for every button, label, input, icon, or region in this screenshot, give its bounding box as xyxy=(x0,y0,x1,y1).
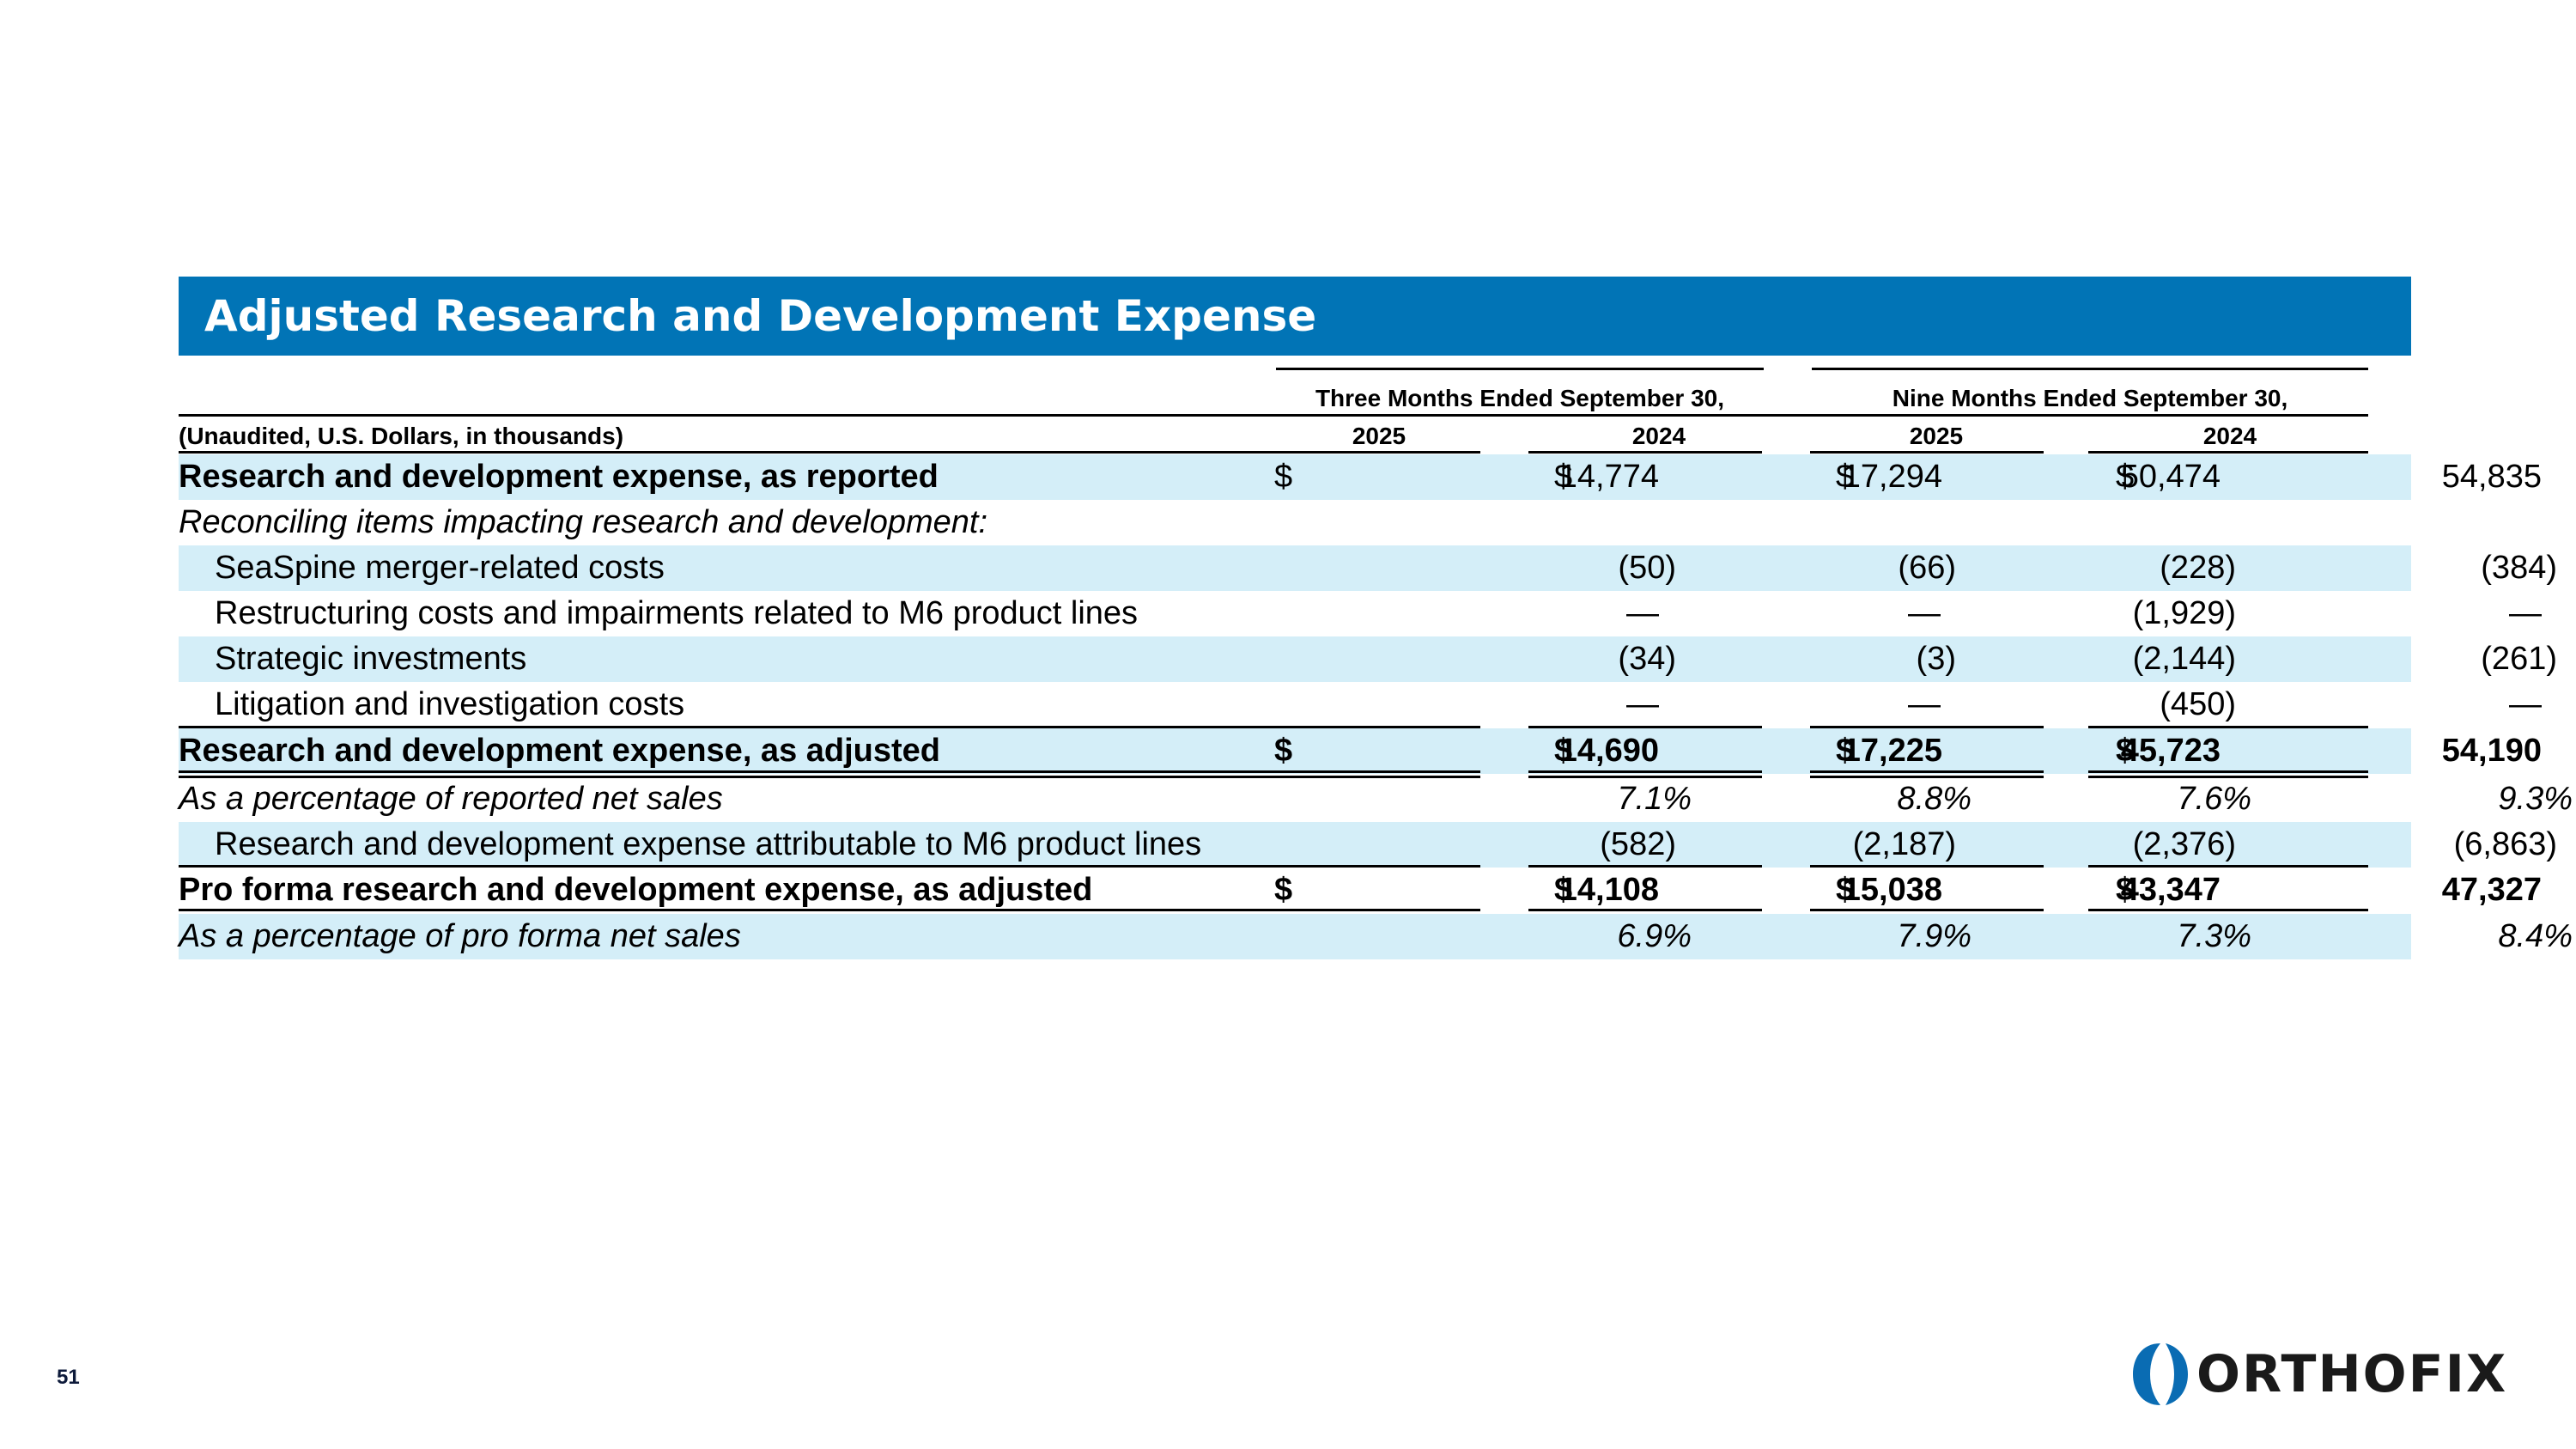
header-top-rule xyxy=(179,414,1274,417)
cell: $17,294 xyxy=(1554,459,1942,495)
subtotal-rule xyxy=(1528,726,1762,728)
logo-text: ORTHOFIX xyxy=(2196,1344,2508,1404)
unit-note: (Unaudited, U.S. Dollars, in thousands) xyxy=(179,423,624,449)
cell: 6.9% xyxy=(1617,918,1692,954)
row-label: Pro forma research and development expen… xyxy=(179,872,1093,908)
cell: — xyxy=(1908,686,1941,722)
subtotal-rule xyxy=(2088,726,2368,728)
header-top-rule-mid xyxy=(1274,414,1812,417)
cell: (3) xyxy=(1916,641,1956,677)
cell: (582) xyxy=(1600,826,1676,862)
cell: $15,038 xyxy=(1554,872,1942,908)
table-row-pct-reported: As a percentage of reported net sales 7.… xyxy=(179,776,2573,822)
group-line-nine-months xyxy=(1812,368,2368,370)
row-label: Strategic investments xyxy=(215,641,527,677)
cell: $45,723 xyxy=(1836,733,2221,769)
table-row-pro-forma: Pro forma research and development expen… xyxy=(179,868,2542,913)
cell: (50) xyxy=(1618,550,1676,586)
cell: $54,835 xyxy=(2116,459,2542,495)
subtotal-rule xyxy=(2088,865,2368,868)
cell: (2,187) xyxy=(1852,826,1956,862)
header-bottom-rule-4 xyxy=(2088,451,2368,454)
subtotal-rule xyxy=(1810,865,2044,868)
orthofix-logo-icon xyxy=(2133,1343,2188,1405)
subtotal-rule xyxy=(179,726,1480,728)
header-top-rule-right xyxy=(1812,414,2368,417)
cell: 7.1% xyxy=(1617,781,1692,817)
cell: $50,474 xyxy=(1836,459,2221,495)
cell: $14,690 xyxy=(1274,733,1659,769)
cell: — xyxy=(1908,595,1941,631)
row-label: Restructuring costs and impairments rela… xyxy=(215,595,1139,631)
table-row-pct-pro-forma: As a percentage of pro forma net sales 6… xyxy=(179,914,2573,959)
group-line-three-months xyxy=(1276,368,1764,370)
row-label: As a percentage of pro forma net sales xyxy=(179,918,741,954)
year-col-1: 2025 xyxy=(1352,423,1406,449)
cell: (384) xyxy=(2481,550,2557,586)
cell: 7.6% xyxy=(2177,781,2251,817)
row-label: Reconciling items impacting research and… xyxy=(179,504,988,540)
table-row-m6-attributable: Research and development expense attribu… xyxy=(179,822,2557,868)
year-col-2: 2024 xyxy=(1631,423,1686,449)
cell: (66) xyxy=(1898,550,1956,586)
page-number: 51 xyxy=(57,1366,80,1389)
orthofix-logo: ORTHOFIX xyxy=(2129,1340,2533,1409)
cell: 7.9% xyxy=(1897,918,1971,954)
page-title: Adjusted Research and Development Expens… xyxy=(204,291,1317,341)
cell: — xyxy=(1626,686,1659,722)
table-row-strategic: Strategic investments (34) (3) (2,144) (… xyxy=(179,636,2557,682)
title-bar: Adjusted Research and Development Expens… xyxy=(179,277,2411,356)
total-double-rule xyxy=(2088,770,2368,778)
header-bottom-rule-3 xyxy=(1810,451,2044,454)
cell: $14,774 xyxy=(1274,459,1659,495)
header-bottom-rule xyxy=(179,451,1480,454)
cell: 8.4% xyxy=(2498,918,2573,954)
cell: $17,225 xyxy=(1554,733,1942,769)
cell: (228) xyxy=(2160,550,2236,586)
cell: 7.3% xyxy=(2177,918,2251,954)
row-label: Research and development expense attribu… xyxy=(215,826,1202,862)
cell: (2,144) xyxy=(2132,641,2236,677)
row-label: SeaSpine merger-related costs xyxy=(215,550,665,586)
cell: — xyxy=(1626,595,1659,631)
cell: (261) xyxy=(2481,641,2557,677)
year-col-3: 2025 xyxy=(1909,423,1964,449)
year-col-4: 2024 xyxy=(2202,423,2257,449)
cell: (34) xyxy=(1618,641,1676,677)
cell: (450) xyxy=(2160,686,2236,722)
cell: $14,108 xyxy=(1274,872,1659,908)
table-row-reported: Research and development expense, as rep… xyxy=(179,454,2542,500)
table-row-adjusted: Research and development expense, as adj… xyxy=(179,728,2542,774)
row-label: Litigation and investigation costs xyxy=(215,686,685,722)
cell: (1,929) xyxy=(2132,595,2236,631)
subtotal-rule xyxy=(1528,865,1762,868)
row-label: Research and development expense, as rep… xyxy=(179,459,939,495)
cell: $43,347 xyxy=(1836,872,2221,908)
cell: — xyxy=(2509,595,2542,631)
row-label: Research and development expense, as adj… xyxy=(179,733,941,769)
header-bottom-rule-2 xyxy=(1528,451,1762,454)
cell: $47,327 xyxy=(2116,872,2542,908)
group-label-nine-months: Nine Months Ended September 30, xyxy=(1892,385,2288,411)
total-double-rule xyxy=(179,770,1480,778)
table-row-seaspine: SeaSpine merger-related costs (50) (66) … xyxy=(179,545,2557,591)
row-label: As a percentage of reported net sales xyxy=(179,781,723,817)
cell: (6,863) xyxy=(2453,826,2557,862)
table-row-litigation: Litigation and investigation costs — — (… xyxy=(179,682,2542,728)
cell: — xyxy=(2509,686,2542,722)
cell: 8.8% xyxy=(1897,781,1971,817)
table-row-reconciling-header: Reconciling items impacting research and… xyxy=(179,500,2411,545)
cell: (2,376) xyxy=(2132,826,2236,862)
subtotal-rule xyxy=(1810,726,2044,728)
group-label-three-months: Three Months Ended September 30, xyxy=(1315,385,1725,411)
total-double-rule xyxy=(1528,770,1762,778)
cell: 9.3% xyxy=(2498,781,2573,817)
table-row-restructuring: Restructuring costs and impairments rela… xyxy=(179,591,2542,636)
cell: $54,190 xyxy=(2116,733,2542,769)
subtotal-rule xyxy=(179,865,1480,868)
total-double-rule xyxy=(1810,770,2044,778)
